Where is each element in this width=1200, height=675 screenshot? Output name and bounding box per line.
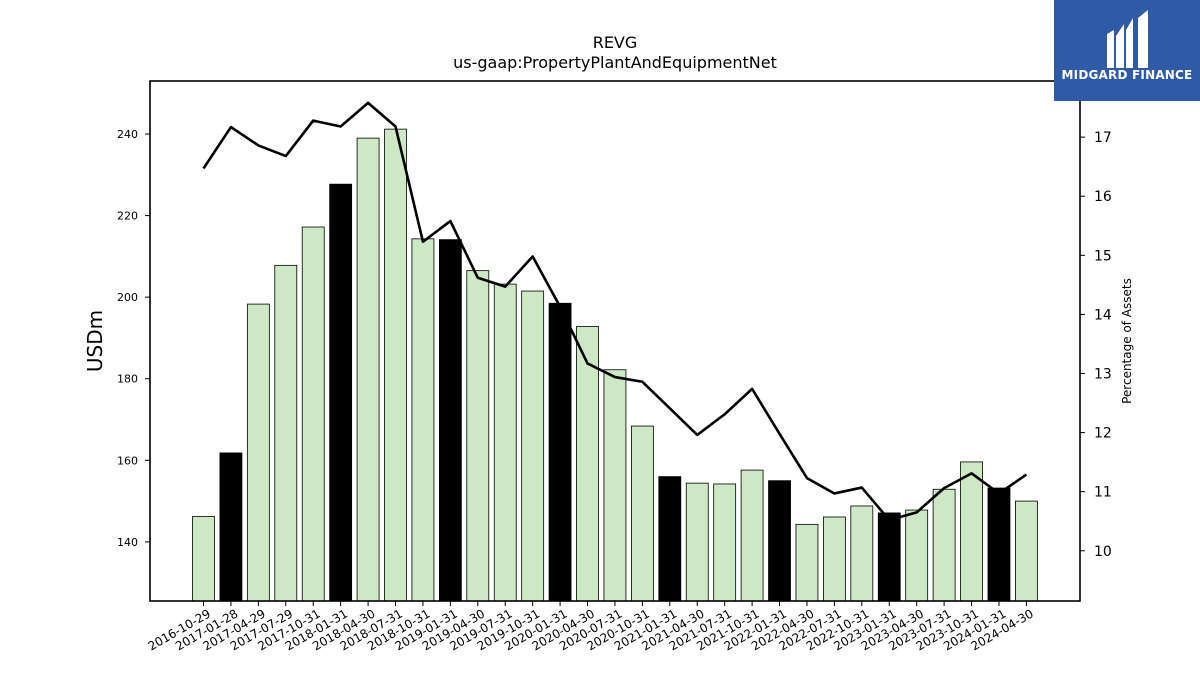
y-tick-label: 160 <box>117 454 138 467</box>
y2-tick-label: 10 <box>1094 544 1112 560</box>
bar <box>1015 500 1038 602</box>
bar <box>329 183 353 602</box>
y2-tick-label: 17 <box>1094 130 1112 146</box>
y-tick-label: 240 <box>117 128 138 141</box>
y2-tick-label: 12 <box>1094 426 1112 442</box>
chart-title: REVG <box>592 33 638 52</box>
bar <box>713 483 737 602</box>
bar <box>438 239 462 602</box>
y2-tick-label: 14 <box>1094 307 1112 323</box>
bar <box>960 461 983 602</box>
bar <box>658 476 682 602</box>
bar <box>521 290 545 602</box>
bar <box>246 303 270 602</box>
bar <box>905 509 929 602</box>
bar <box>411 238 435 602</box>
bar <box>192 516 215 602</box>
y-tick-label: 220 <box>117 210 138 223</box>
y2-tick-label: 16 <box>1094 189 1112 205</box>
bar <box>850 505 874 602</box>
bar <box>466 270 490 602</box>
bar <box>932 488 956 602</box>
bar <box>822 516 846 602</box>
y2-tick-label: 15 <box>1094 248 1112 264</box>
y-tick-label: 140 <box>117 536 138 549</box>
y-tick-label: 180 <box>117 373 138 386</box>
logo-text: MIDGARD FINANCE <box>1061 68 1193 82</box>
bar <box>219 452 243 602</box>
bar <box>356 137 380 602</box>
bar <box>548 302 572 602</box>
y-tick-label: 200 <box>117 291 138 304</box>
bar <box>493 283 517 602</box>
y2-axis-label: Percentage of Assets <box>1120 278 1134 404</box>
bar <box>603 369 627 602</box>
bar <box>987 487 1011 602</box>
midgard-finance-logo: MIDGARD FINANCE <box>1054 0 1200 101</box>
chart-subtitle: us-gaap:PropertyPlantAndEquipmentNet <box>453 53 777 72</box>
y-axis-label: USDm <box>83 310 107 372</box>
bar <box>630 425 654 602</box>
percentage-line <box>202 101 1028 522</box>
bar <box>274 264 298 602</box>
bar <box>877 512 901 602</box>
y2-tick-label: 11 <box>1094 485 1112 501</box>
bar <box>301 226 325 602</box>
bar <box>795 523 819 602</box>
bar <box>384 128 407 602</box>
bar <box>740 469 764 602</box>
bar <box>685 482 709 602</box>
y2-tick-label: 13 <box>1094 367 1112 383</box>
bar <box>768 480 791 602</box>
midgard-logo-icon <box>1107 10 1148 68</box>
